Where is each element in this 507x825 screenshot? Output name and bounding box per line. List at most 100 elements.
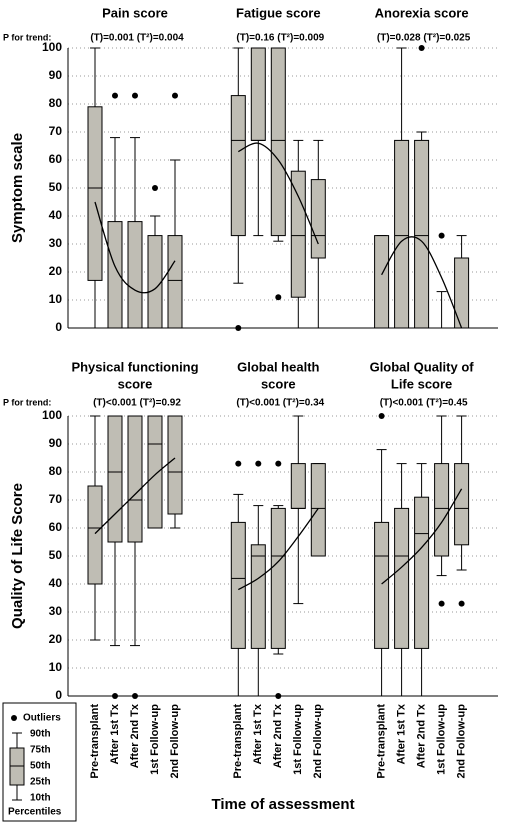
x-tick-label: After 1st Tx [252, 703, 264, 764]
y-tick-label: 30 [49, 236, 63, 250]
y-tick-label: 50 [49, 548, 63, 562]
legend-outlier-dot [11, 715, 17, 721]
trend-curve [94, 457, 176, 535]
x-tick-label: Pre-transplant [376, 704, 388, 779]
trend-curve [238, 142, 319, 245]
box [394, 507, 410, 649]
y-tick-label: 70 [49, 492, 63, 506]
box [147, 235, 163, 329]
box [230, 95, 246, 237]
group-title: Pain score [102, 5, 168, 20]
box [414, 496, 430, 649]
y-tick-label: 50 [49, 180, 63, 194]
box [374, 521, 390, 649]
box [290, 170, 306, 298]
group-title: Life score [391, 376, 452, 391]
outlier [418, 45, 425, 51]
legend-outliers: Outliers [23, 713, 61, 724]
legend-percentile: 25th [30, 777, 51, 788]
outlier [438, 600, 445, 607]
group-title: Global health [237, 359, 319, 374]
x-tick-label: 1st Follow-up [436, 704, 448, 775]
group-title: score [118, 376, 153, 391]
outlier [378, 413, 385, 419]
box [310, 463, 326, 557]
y-tick-label: 70 [49, 124, 63, 138]
legend-percentile: 90th [30, 729, 51, 740]
x-tick-label: After 1st Tx [109, 703, 121, 764]
box [230, 521, 246, 649]
legend-percentile: 50th [30, 761, 51, 772]
box [310, 179, 326, 259]
box [290, 463, 306, 509]
group-title: Anorexia score [375, 5, 469, 20]
x-tick-label: After 2nd Tx [416, 703, 428, 768]
outlier [458, 600, 465, 607]
y-tick-label: 10 [49, 292, 63, 306]
y-tick-label: 30 [49, 604, 63, 618]
outlier [112, 92, 118, 99]
y-tick-label: 90 [49, 436, 63, 450]
box [250, 47, 266, 141]
x-tick-label: 2nd Follow-up [456, 704, 468, 779]
trend-text: (T)<0.001 (T²)=0.92 [93, 398, 181, 409]
box [87, 485, 103, 585]
outlier [275, 294, 282, 301]
trend-label: P for trend: [3, 32, 51, 42]
y-tick-label: 40 [49, 576, 63, 590]
y-tick-label: 0 [55, 688, 62, 702]
outlier [152, 185, 158, 191]
outlier [235, 460, 242, 467]
box [454, 257, 470, 329]
x-tick-label: After 2nd Tx [129, 703, 141, 768]
y-tick-label: 0 [55, 320, 62, 334]
outlier [132, 92, 138, 99]
y-tick-label: 80 [49, 464, 63, 478]
box [127, 221, 143, 329]
x-axis-title: Time of assessment [211, 796, 354, 813]
x-tick-label: 1st Follow-up [149, 704, 161, 775]
trend-label: P for trend: [3, 397, 51, 407]
box [434, 463, 450, 557]
trend-text: (T)<0.001 (T²)=0.45 [380, 398, 468, 409]
y-tick-label: 90 [49, 68, 63, 82]
box [147, 415, 163, 529]
outlier [255, 460, 262, 467]
x-tick-label: After 2nd Tx [272, 703, 284, 768]
box [270, 507, 286, 649]
outlier [172, 92, 178, 99]
group-title: score [261, 376, 296, 391]
box [394, 139, 410, 329]
trend-text: (T)<0.001 (T²)=0.34 [236, 398, 324, 409]
group-title: Physical functioning [71, 359, 198, 374]
trend-curve [237, 508, 319, 591]
group-title: Fatigue score [236, 5, 321, 20]
box [167, 235, 183, 329]
y-tick-label: 60 [49, 520, 63, 534]
y-tick-label: 100 [42, 408, 62, 422]
legend-title: Percentiles [8, 807, 62, 818]
y-tick-label: 20 [49, 264, 63, 278]
box [167, 415, 183, 515]
group-title: Global Quality of [370, 359, 475, 374]
x-tick-label: 2nd Follow-up [169, 704, 181, 779]
outlier [132, 693, 138, 699]
trend-text: (T)=0.16 (T²)=0.009 [236, 33, 324, 44]
x-tick-label: After 1st Tx [396, 703, 408, 764]
outlier [112, 693, 118, 699]
box [87, 106, 103, 281]
box [414, 139, 430, 329]
outlier [275, 693, 282, 699]
y-tick-label: 10 [49, 660, 63, 674]
y-tick-label: 60 [49, 152, 63, 166]
box [454, 463, 470, 546]
box [270, 47, 286, 237]
y-tick-label: 20 [49, 632, 63, 646]
outlier [275, 460, 282, 467]
legend-percentile: 75th [30, 745, 51, 756]
trend-curve [94, 201, 176, 294]
box [107, 415, 123, 543]
trend-text: (T)=0.028 (T²)=0.025 [377, 33, 471, 44]
box [250, 544, 266, 649]
outlier [235, 325, 242, 331]
